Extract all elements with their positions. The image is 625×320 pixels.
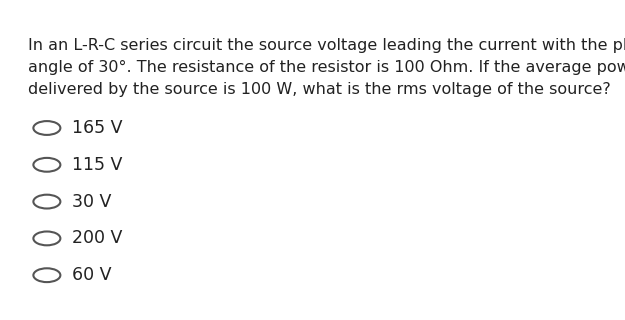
Text: 30 V: 30 V	[72, 193, 111, 211]
Text: 60 V: 60 V	[72, 266, 111, 284]
Text: 200 V: 200 V	[72, 229, 122, 247]
Text: 115 V: 115 V	[72, 156, 122, 174]
Text: In an L-R-C series circuit the source voltage leading the current with the phase: In an L-R-C series circuit the source vo…	[28, 38, 625, 97]
Text: 165 V: 165 V	[72, 119, 122, 137]
